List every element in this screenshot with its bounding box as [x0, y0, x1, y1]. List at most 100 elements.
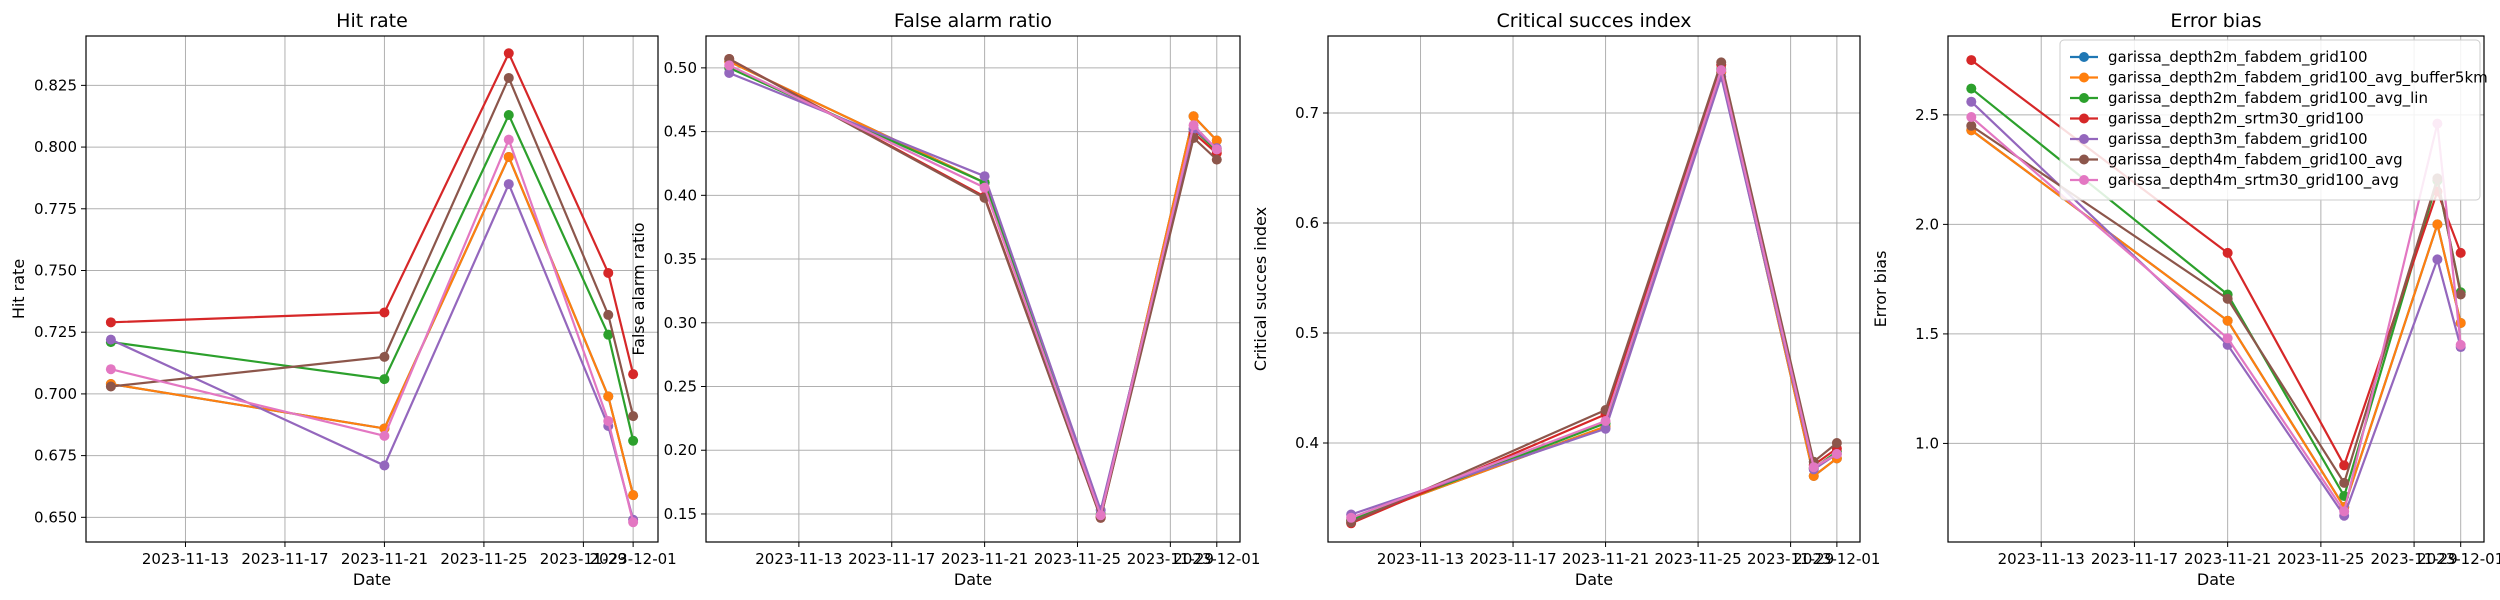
y-tick-label: 0.7: [1295, 104, 1319, 122]
data-point: [603, 416, 614, 427]
legend-marker: [2079, 52, 2089, 62]
y-tick-label: 0.675: [34, 447, 77, 465]
data-point: [1966, 112, 1977, 123]
data-point: [628, 369, 639, 380]
data-point: [1716, 57, 1727, 68]
y-axis-label: Hit rate: [9, 259, 28, 319]
data-point: [2222, 247, 2233, 258]
legend-box: [2059, 39, 2481, 201]
legend-entry: garissa_depth4m_fabdem_grid100_avg: [2070, 151, 2403, 170]
data-point: [503, 179, 514, 190]
x-tick-label: 2023-11-21: [941, 550, 1028, 568]
data-point: [2455, 289, 2466, 300]
legend-marker: [2079, 72, 2089, 83]
y-tick-label: 0.650: [34, 508, 77, 526]
x-tick-label: 2023-11-17: [2091, 550, 2178, 568]
data-point: [628, 490, 639, 501]
data-point: [1600, 416, 1611, 426]
x-tick-label: 2023-11-29: [1747, 550, 1834, 568]
data-point: [603, 391, 614, 402]
chart-title: Error bias: [2170, 10, 2261, 32]
x-tick-label: 2023-12-01: [590, 550, 677, 568]
x-tick-label: 2023-11-13: [1998, 550, 2085, 568]
legend-marker: [2079, 113, 2089, 124]
series-6: [724, 60, 1222, 521]
x-tick-label: 2023-11-13: [1377, 550, 1464, 568]
legend-marker: [2079, 134, 2089, 144]
series-5: [1966, 120, 2466, 488]
y-tick-label: 0.35: [664, 250, 697, 268]
x-tick-label: 2023-12-01: [1793, 550, 1880, 568]
legend-entry: garissa_depth2m_fabdem_grid100: [2070, 48, 2368, 67]
x-axis-label: Date: [353, 570, 391, 589]
data-point: [1211, 144, 1222, 155]
x-axis-label: Date: [954, 570, 992, 589]
data-point: [1966, 120, 1977, 131]
x-tick-label: 2023-11-21: [2184, 550, 2271, 568]
data-point: [628, 517, 639, 528]
y-tick-label: 2.5: [1915, 106, 1939, 124]
chart-panel-3: 2023-11-13 2023-11-17 2023-11-21 2023-11-25…: [1871, 10, 2500, 589]
y-tick-label: 0.25: [664, 378, 697, 396]
y-tick-label: 0.40: [664, 186, 697, 204]
data-point: [105, 364, 116, 375]
y-axis-label: Critical succes index: [1251, 207, 1270, 371]
data-point: [1966, 55, 1977, 66]
data-point: [1211, 135, 1222, 146]
data-point: [2339, 506, 2350, 517]
y-tick-label: 0.725: [34, 323, 77, 341]
data-point: [1966, 96, 1977, 107]
data-point: [1346, 512, 1357, 523]
y-tick-label: 0.775: [34, 200, 77, 218]
plot-area: [86, 36, 658, 542]
data-point: [1600, 423, 1611, 434]
axes-frame: [705, 35, 1241, 543]
legend-label: garissa_depth4m_srtm30_grid100_avg: [2108, 171, 2399, 190]
data-point: [2222, 315, 2233, 326]
data-point: [603, 309, 614, 320]
legend-entry: garissa_depth3m_fabdem_grid100: [2070, 130, 2368, 149]
data-point: [724, 67, 735, 78]
legend-label: garissa_depth2m_fabdem_grid100_avg_buffe…: [2108, 69, 2488, 88]
y-tick-label: 0.4: [1295, 434, 1319, 452]
legend-marker: [2079, 93, 2089, 103]
data-point: [1188, 120, 1199, 131]
chart-panel-2: 2023-11-13 2023-11-17 2023-11-21 2023-11-25…: [1251, 10, 1880, 589]
data-point: [628, 411, 639, 422]
data-point: [979, 182, 990, 193]
y-tick-label: 0.20: [664, 441, 697, 459]
y-tick-label: 0.825: [34, 76, 77, 94]
data-point: [1966, 83, 1977, 94]
data-point: [1831, 438, 1842, 448]
x-tick-label: 2023-11-29: [2370, 550, 2457, 568]
data-point: [979, 171, 990, 182]
data-point: [503, 48, 514, 59]
data-point: [2432, 254, 2443, 265]
x-tick-label: 2023-11-25: [1654, 550, 1741, 568]
y-tick-label: 0.750: [34, 261, 77, 279]
y-axis-label: Error bias: [1871, 251, 1890, 328]
data-point: [503, 134, 514, 145]
x-tick-label: 2023-11-17: [241, 550, 328, 568]
x-axis-label: Date: [2197, 570, 2235, 589]
legend-entry: garissa_depth2m_fabdem_grid100_avg_lin: [2070, 89, 2428, 108]
data-point: [379, 307, 390, 318]
chart-panel-0: 2023-11-13 2023-11-17 2023-11-21 2023-11-25…: [9, 10, 677, 589]
data-point: [1808, 462, 1819, 473]
data-point: [2339, 460, 2350, 471]
data-point: [724, 60, 735, 71]
data-point: [2339, 477, 2350, 488]
x-tick-label: 2023-11-29: [540, 550, 627, 568]
chart-title: False alarm ratio: [894, 10, 1052, 32]
x-tick-label: 2023-11-29: [1127, 550, 1214, 568]
y-tick-label: 0.700: [34, 385, 77, 403]
data-point: [1211, 154, 1222, 165]
axes-frame: [85, 35, 659, 543]
data-point: [105, 381, 116, 392]
axes-frame: [1947, 35, 2485, 543]
x-tick-label: 2023-11-17: [848, 550, 935, 568]
y-tick-label: 0.15: [664, 505, 697, 523]
x-tick-label: 2023-11-25: [440, 550, 527, 568]
data-point: [105, 334, 116, 345]
